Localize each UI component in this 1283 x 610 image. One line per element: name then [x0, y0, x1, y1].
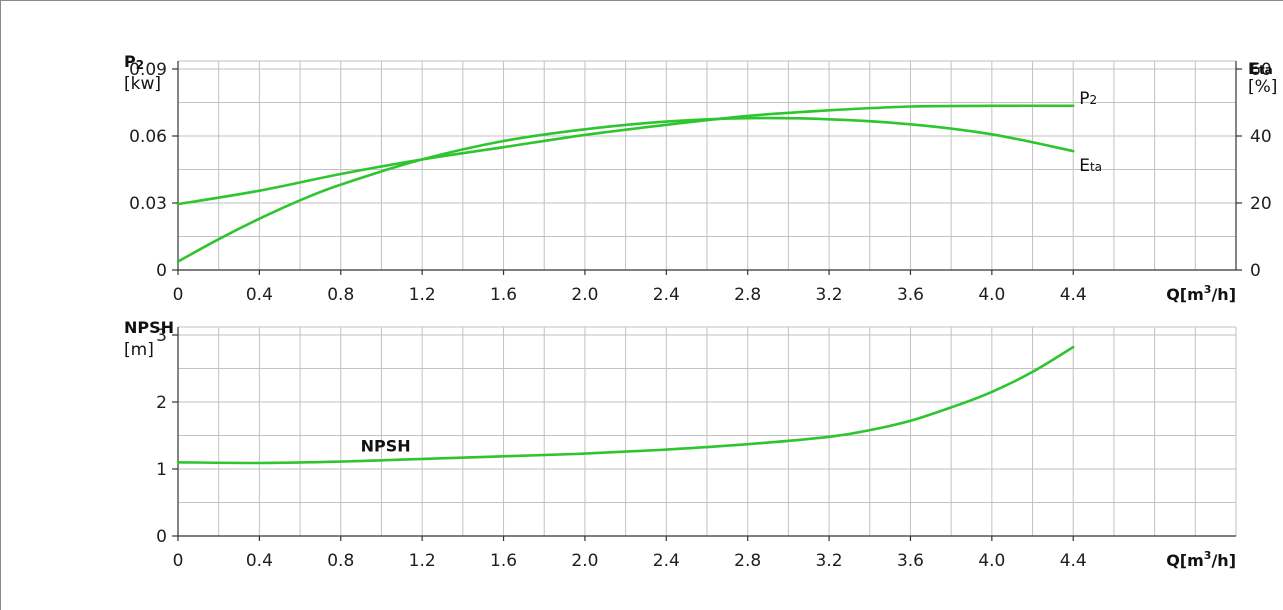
x-tick-label: 2.0 [571, 285, 598, 305]
x-tick-label: 2.4 [653, 285, 680, 305]
x-tick-label: 1.6 [490, 551, 517, 571]
x-tick-label: 3.2 [816, 551, 843, 571]
x-tick-label: 3.2 [816, 285, 843, 305]
npsh-chart: 0 1 2 3 0 0.4 0.8 1.2 1.6 2.0 2.4 2.8 3.2 3.6 4.0 4.4 Q[… [124, 318, 1237, 571]
x-tick-label: 0 [173, 551, 184, 571]
x-tick-label: 1.2 [409, 551, 436, 571]
y-tick-label: 0.03 [129, 194, 167, 214]
series-label-eta: Eta [1079, 156, 1102, 176]
y-right-tick-label: 20 [1250, 194, 1272, 214]
y-axis-unit: [kw] [124, 74, 161, 94]
y-axis-title: P2 [124, 52, 144, 72]
x-tick-label: 0.8 [327, 551, 354, 571]
x-tick-label: 1.6 [490, 285, 517, 305]
x-tick-label: 4.0 [978, 285, 1005, 305]
x-tick-label: 4.4 [1060, 551, 1087, 571]
x-tick-label: 2.8 [734, 285, 761, 305]
top-chart: 0 0.03 0.06 0.09 0 20 40 60 0 0.4 0.8 1.2 1.6 2.0 2.4 2… [124, 52, 1277, 305]
series-label-npsh: NPSH [361, 436, 411, 455]
x-tick-label: 1.2 [409, 285, 436, 305]
y-tick-label: 0.06 [129, 127, 167, 147]
x-tick-label: 2.8 [734, 551, 761, 571]
y-tick-label: 0.09 [129, 60, 167, 80]
series-line-p2 [176, 104, 1075, 206]
x-tick-label: 0.4 [246, 285, 273, 305]
y-tick-label: 0 [156, 527, 167, 547]
y-axis-title: NPSH [124, 318, 174, 337]
x-tick-label: 2.0 [571, 551, 598, 571]
y-right-tick-label: 0 [1250, 261, 1261, 281]
y-right-tick-label: 40 [1250, 127, 1272, 147]
y-tick-label: 1 [156, 460, 167, 480]
x-tick-label: 0.8 [327, 285, 354, 305]
x-tick-label: 4.0 [978, 551, 1005, 571]
x-tick-label: 4.4 [1060, 285, 1087, 305]
y-tick-label: 0 [156, 261, 167, 281]
x-tick-label: 3.6 [897, 551, 924, 571]
y-right-axis-unit: [%] [1248, 77, 1277, 97]
y-right-axis-title: Eta [1248, 59, 1273, 78]
x-tick-label: 2.4 [653, 551, 680, 571]
series-line-npsh [176, 345, 1075, 465]
x-axis-unit: Q[m3/h] [1166, 283, 1236, 304]
y-tick-label: 2 [156, 393, 167, 413]
x-tick-label: 0 [173, 285, 184, 305]
y-tick-label: 3 [156, 326, 167, 346]
series-line-eta [176, 116, 1075, 263]
y-axis-unit: [m] [124, 340, 154, 360]
y-right-tick-label: 60 [1250, 60, 1272, 80]
series-label-p2: P2 [1079, 89, 1097, 109]
x-tick-label: 0.4 [246, 551, 273, 571]
x-tick-label: 3.6 [897, 285, 924, 305]
x-axis-unit: Q[m3/h] [1166, 549, 1236, 570]
